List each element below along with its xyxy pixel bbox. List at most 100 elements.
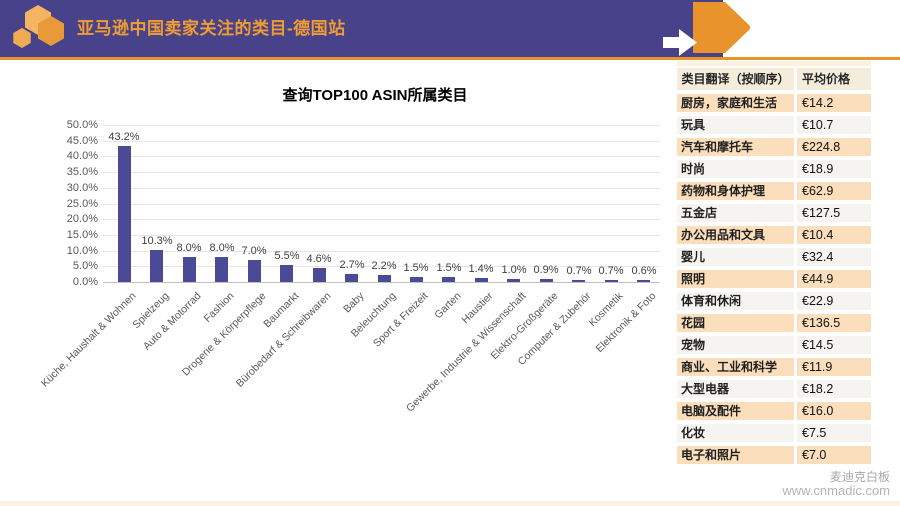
- table-top-strip: [677, 61, 871, 66]
- bar-value-label: 1.0%: [501, 264, 527, 276]
- bar: [150, 250, 163, 282]
- bar-value-label: 4.6%: [306, 253, 332, 265]
- y-axis-tick-label: 50.0%: [66, 119, 98, 131]
- price-cell: €11.9: [797, 358, 871, 376]
- header-accent-line: [0, 57, 900, 60]
- bar-value-label: 2.2%: [371, 260, 397, 272]
- category-cell: 电脑及配件: [677, 402, 794, 420]
- bottom-accent-strip: [0, 501, 900, 506]
- bar-value-label: 2.7%: [339, 259, 365, 271]
- y-axis-tick-label: 35.0%: [66, 166, 98, 178]
- y-axis-tick-label: 20.0%: [66, 213, 98, 225]
- category-cell: 化妆: [677, 424, 794, 442]
- white-arrow-icon: [663, 29, 697, 56]
- footer-url: www.cnmadic.com: [782, 483, 890, 498]
- gridline: [103, 235, 660, 236]
- arrow-decoration: [663, 2, 751, 56]
- hexagon-small-icon: [13, 28, 31, 48]
- gridline: [103, 219, 660, 220]
- bar: [637, 280, 650, 282]
- bar-value-label: 0.9%: [533, 264, 559, 276]
- bar: [313, 268, 326, 282]
- price-cell: €14.5: [797, 336, 871, 354]
- bar: [248, 260, 261, 282]
- bar-value-label: 10.3%: [141, 235, 173, 247]
- bar-value-label: 43.2%: [108, 131, 140, 143]
- y-axis-tick-label: 0.0%: [72, 276, 98, 288]
- category-cell: 花园: [677, 314, 794, 332]
- y-axis-tick-label: 5.0%: [72, 260, 98, 272]
- chart-title: 查询TOP100 ASIN所属类目: [282, 87, 468, 104]
- bar-value-label: 0.6%: [631, 265, 657, 277]
- table-row: 药物和身体护理 €62.9: [677, 182, 871, 200]
- y-axis-tick-label: 25.0%: [66, 198, 98, 210]
- category-cell: 体育和休闲: [677, 292, 794, 310]
- y-axis-tick-label: 45.0%: [66, 135, 98, 147]
- bar: [540, 279, 553, 282]
- bar: [118, 146, 131, 282]
- table-row: 化妆 €7.5: [677, 424, 871, 442]
- bar: [475, 278, 488, 282]
- bar: [605, 280, 618, 282]
- bar: [345, 274, 358, 282]
- header-bar: [0, 0, 723, 57]
- price-cell: €62.9: [797, 182, 871, 200]
- y-axis-tick-label: 10.0%: [66, 245, 98, 257]
- gridline: [103, 188, 660, 189]
- gridline: [103, 172, 660, 173]
- hexagon-dark-icon: [38, 16, 64, 46]
- bar-value-label: 1.4%: [468, 263, 494, 275]
- table-row: 时尚 €18.9: [677, 160, 871, 178]
- table-row: 大型电器 €18.2: [677, 380, 871, 398]
- price-cell: €22.9: [797, 292, 871, 310]
- bar-value-label: 8.0%: [176, 242, 202, 254]
- orange-arrow-icon: [693, 2, 751, 53]
- price-cell: €224.8: [797, 138, 871, 156]
- category-cell: 五金店: [677, 204, 794, 222]
- table-row: 宠物 €14.5: [677, 336, 871, 354]
- bar: [378, 275, 391, 282]
- y-axis-tick-label: 30.0%: [66, 182, 98, 194]
- bar: [442, 277, 455, 282]
- category-cell: 时尚: [677, 160, 794, 178]
- y-axis-tick-label: 40.0%: [66, 150, 98, 162]
- category-cell: 大型电器: [677, 380, 794, 398]
- table-row: 五金店 €127.5: [677, 204, 871, 222]
- table-row: 电脑及配件 €16.0: [677, 402, 871, 420]
- price-cell: €18.9: [797, 160, 871, 178]
- hexagon-logo-icon: [13, 5, 64, 48]
- category-cell: 商业、工业和科学: [677, 358, 794, 376]
- table-row: 照明 €44.9: [677, 270, 871, 288]
- price-cell: €16.0: [797, 402, 871, 420]
- footer-brand: 麦迪克白板: [829, 470, 890, 484]
- price-cell: €10.7: [797, 116, 871, 134]
- table-row: 办公用品和文具 €10.4: [677, 226, 871, 244]
- bar-value-label: 5.5%: [274, 250, 300, 262]
- bar: [572, 280, 585, 282]
- bar-value-label: 1.5%: [436, 262, 462, 274]
- gridline: [103, 266, 660, 267]
- category-cell: 电子和照片: [677, 446, 794, 464]
- category-cell: 照明: [677, 270, 794, 288]
- table-body: 厨房，家庭和生活 €14.2 玩具 €10.7 汽车和摩托车 €224.8 时尚 €18.9 药…: [677, 94, 871, 464]
- gridline: [103, 204, 660, 205]
- table-row: 电子和照片 €7.0: [677, 446, 871, 464]
- bar-value-label: 0.7%: [566, 265, 592, 277]
- category-cell: 玩具: [677, 116, 794, 134]
- x-axis-line: [103, 282, 660, 283]
- category-cell: 厨房，家庭和生活: [677, 94, 794, 112]
- gridline: [103, 125, 660, 126]
- price-cell: €7.5: [797, 424, 871, 442]
- page-title: 亚马逊中国卖家关注的类目-德国站: [77, 19, 346, 38]
- gridline: [103, 156, 660, 157]
- table-row: 汽车和摩托车 €224.8: [677, 138, 871, 156]
- table-row: 玩具 €10.7: [677, 116, 871, 134]
- gridline: [103, 251, 660, 252]
- category-cell: 办公用品和文具: [677, 226, 794, 244]
- price-cell: €127.5: [797, 204, 871, 222]
- table-row: 厨房，家庭和生活 €14.2: [677, 94, 871, 112]
- table-header-price: 平均价格: [797, 68, 871, 90]
- bar-value-label: 0.7%: [598, 265, 624, 277]
- category-cell: 汽车和摩托车: [677, 138, 794, 156]
